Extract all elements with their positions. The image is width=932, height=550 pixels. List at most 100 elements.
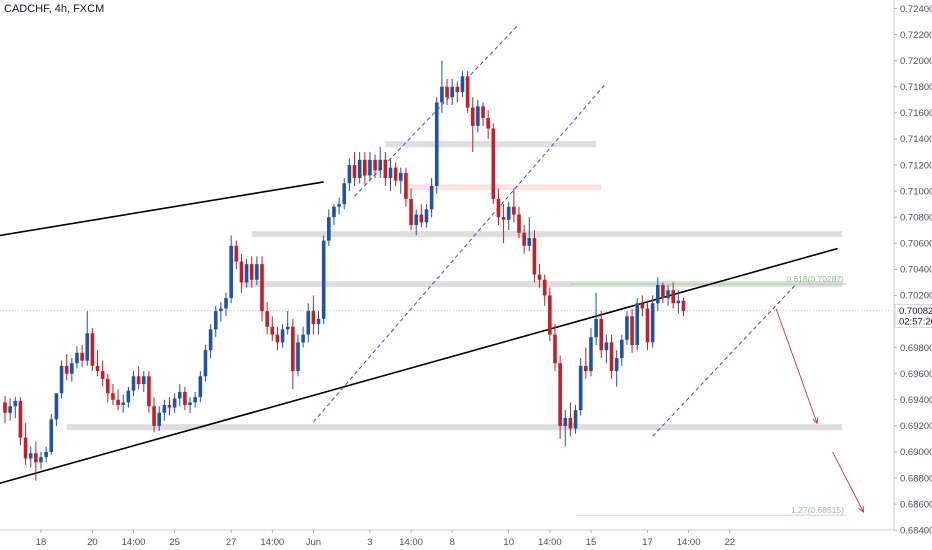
candle-body-31 (162, 404, 167, 413)
candle-body-25 (131, 376, 136, 391)
y-tick-label-2: 0.68800 (900, 473, 932, 484)
x-tick-label-10: 10 (503, 537, 514, 548)
candle-body-98 (506, 206, 511, 220)
candle-body-118 (609, 342, 614, 372)
candle-body-96 (496, 198, 501, 218)
current-price-badge (894, 303, 932, 328)
candle-body-102 (527, 238, 532, 246)
candle-body-95 (491, 128, 496, 199)
candle-body-4 (23, 437, 28, 459)
candle-body-89 (460, 76, 465, 92)
candle-body-45 (234, 245, 239, 262)
zones-layer: 0.618(0.70287) 1.27(0.68515) (0, 141, 894, 516)
y-tick-label-7: 0.69800 (900, 343, 932, 354)
candle-body-65 (337, 204, 341, 207)
candle-body-108 (558, 363, 562, 426)
candle-body-74 (383, 159, 388, 179)
candle-body-0 (3, 402, 7, 413)
zone-resistance-3 (385, 141, 597, 148)
y-tick-label-0: 0.68400 (900, 525, 932, 536)
x-tick-label-15: 22 (724, 537, 735, 548)
candle-body-67 (347, 165, 352, 184)
candle-body-75 (388, 167, 393, 179)
candle-body-109 (563, 418, 568, 426)
candle-body-132 (681, 300, 686, 312)
candle-body-60 (311, 311, 316, 325)
candle-body-85 (440, 86, 444, 103)
candle-body-29 (152, 406, 156, 426)
x-tick-label-8: 14:00 (399, 537, 423, 548)
current-price-countdown: 02:57:20 (899, 316, 932, 327)
candle-body-80 (414, 214, 418, 226)
candle-body-61 (316, 318, 321, 325)
candle-body-104 (537, 274, 542, 280)
candle-body-11 (59, 365, 64, 394)
candle-body-131 (676, 300, 681, 304)
x-tick-label-4: 27 (226, 537, 237, 548)
candle-body-38 (198, 376, 203, 398)
candle-body-28 (147, 376, 151, 407)
x-tick-label-13: 17 (642, 537, 653, 548)
candles-layer (3, 60, 686, 481)
candle-body-6 (34, 453, 38, 463)
y-tick-label-10: 0.70400 (900, 265, 932, 276)
candle-body-129 (666, 290, 670, 299)
candle-body-58 (301, 334, 305, 343)
candle-body-128 (661, 284, 665, 299)
candle-body-127 (655, 284, 660, 304)
y-tick-label-15: 0.71400 (900, 134, 932, 145)
candle-body-12 (64, 365, 69, 374)
candle-body-77 (398, 172, 403, 181)
candle-body-44 (229, 245, 233, 299)
x-tick-label-14: 14:00 (677, 537, 701, 548)
candle-body-33 (172, 398, 177, 408)
candle-body-10 (54, 393, 59, 420)
candle-body-9 (49, 419, 54, 452)
candle-body-72 (373, 159, 377, 171)
symbol-title: CADCHF, 4h, FXCM (4, 3, 105, 15)
candle-body-17 (90, 333, 95, 366)
x-tick-label-7: 3 (367, 537, 372, 548)
candle-body-101 (522, 232, 526, 246)
candle-body-122 (630, 316, 634, 345)
y-tick-label-9: 0.70200 (900, 291, 932, 302)
x-tick-label-12: 15 (586, 537, 597, 548)
candle-body-37 (193, 397, 197, 403)
candle-body-71 (368, 159, 372, 176)
candle-body-97 (501, 217, 506, 220)
candle-body-14 (75, 352, 79, 364)
candle-body-130 (671, 290, 675, 304)
x-tick-label-6: Jun (306, 537, 321, 548)
candle-body-2 (13, 401, 18, 407)
candle-body-94 (486, 118, 490, 129)
y-tick-label-17: 0.71800 (900, 82, 932, 93)
candle-body-126 (650, 303, 655, 343)
projection-arrowhead-0 (812, 417, 819, 425)
candle-body-49 (255, 264, 259, 280)
trendline-0 (0, 181, 324, 237)
candle-body-39 (203, 350, 208, 377)
candle-body-90 (465, 76, 470, 108)
candle-body-113 (584, 365, 588, 372)
y-tick-label-4: 0.69200 (900, 421, 932, 432)
candle-body-81 (419, 214, 424, 223)
candle-body-13 (70, 363, 74, 374)
x-tick-label-2: 14:00 (122, 537, 146, 548)
projection-arrow-0 (775, 308, 818, 424)
zone-resistance-1 (241, 281, 842, 288)
x-tick-label-0: 18 (36, 537, 47, 548)
candle-body-57 (296, 342, 300, 372)
candle-body-34 (177, 391, 182, 399)
candle-body-35 (183, 391, 187, 405)
candle-body-66 (342, 183, 347, 205)
candle-body-8 (44, 451, 48, 458)
x-tick-label-11: 14:00 (538, 537, 562, 548)
candle-body-20 (106, 378, 110, 394)
candle-body-47 (244, 264, 249, 283)
candle-body-121 (625, 316, 629, 340)
candle-body-41 (213, 311, 218, 330)
candle-body-115 (594, 318, 598, 338)
